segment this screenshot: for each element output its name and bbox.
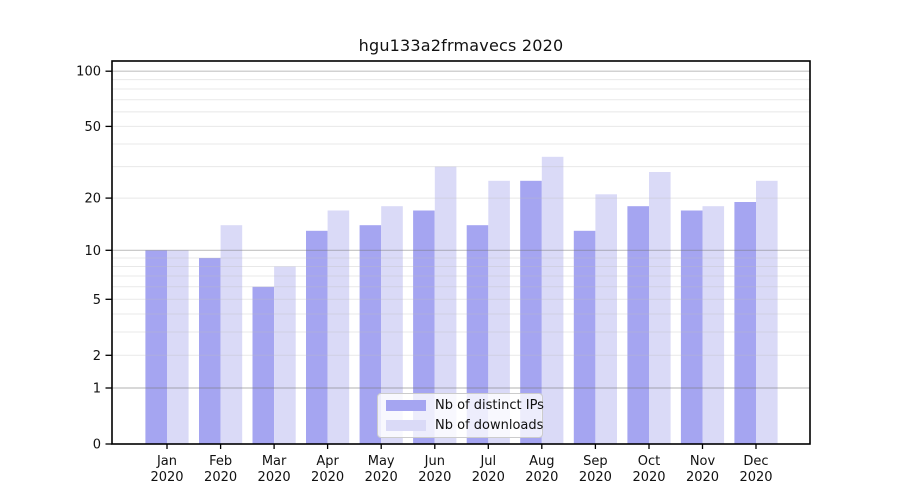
x-tick-label-year: 2020 xyxy=(204,470,237,485)
bar-may-downloads xyxy=(381,206,403,444)
legend-entry-distinct-ips: Nb of distinct IPs xyxy=(386,397,544,414)
bar-jan-downloads xyxy=(167,250,189,444)
x-axis: Jan2020Feb2020Mar2020Apr2020May2020Jun20… xyxy=(150,444,773,485)
y-tick-label: 0 xyxy=(93,438,101,453)
x-tick-label-year: 2020 xyxy=(579,470,612,485)
bar-mar-distinct-ips xyxy=(252,286,275,444)
x-tick-label-month: Feb xyxy=(209,454,232,469)
x-tick-label-month: Oct xyxy=(638,454,660,469)
bar-aug-downloads xyxy=(541,156,564,445)
bar-feb-distinct-ips xyxy=(199,258,221,444)
y-tick-label: 50 xyxy=(84,120,101,135)
x-tick-label-year: 2020 xyxy=(418,470,451,485)
x-tick-label-month: Apr xyxy=(316,454,339,469)
y-tick-label: 10 xyxy=(84,244,101,259)
x-tick-label-year: 2020 xyxy=(739,470,772,485)
y-axis: 0 1 2 5 10 20 50 100 xyxy=(76,65,112,453)
x-tick-label-month: Nov xyxy=(690,454,716,469)
bar-oct-downloads xyxy=(649,172,671,444)
x-tick-label-month: Dec xyxy=(743,454,768,469)
x-tick-label-year: 2020 xyxy=(525,470,558,485)
bars-group xyxy=(145,156,778,445)
legend-label-downloads: Nb of downloads xyxy=(435,418,544,433)
y-tick-label: 20 xyxy=(84,192,101,207)
legend: Nb of distinct IPs Nb of downloads xyxy=(377,393,544,438)
y-tick-label: 2 xyxy=(93,349,101,364)
bar-sep-distinct-ips xyxy=(573,230,596,444)
x-tick-label-year: 2020 xyxy=(472,470,505,485)
x-tick-label-month: Jun xyxy=(424,454,445,469)
bar-aug-distinct-ips xyxy=(520,180,542,445)
legend-swatch-downloads xyxy=(386,420,426,431)
bar-mar-downloads xyxy=(274,266,296,444)
x-tick-label-month: Jan xyxy=(156,454,177,469)
x-tick-label-year: 2020 xyxy=(150,470,183,485)
x-tick-label-month: May xyxy=(368,454,395,469)
bar-jul-distinct-ips xyxy=(466,225,489,444)
x-tick-label-month: Aug xyxy=(529,454,554,469)
bar-nov-distinct-ips xyxy=(680,210,703,444)
bar-feb-downloads xyxy=(220,225,243,444)
x-tick-label-year: 2020 xyxy=(311,470,344,485)
x-tick-label-year: 2020 xyxy=(365,470,398,485)
x-tick-label-year: 2020 xyxy=(632,470,665,485)
x-tick-label-month: Mar xyxy=(262,454,287,469)
bar-jan-distinct-ips xyxy=(145,250,167,444)
bar-dec-distinct-ips xyxy=(734,202,756,444)
bar-sep-downloads xyxy=(595,194,617,444)
bar-jun-distinct-ips xyxy=(413,210,435,444)
bar-jun-downloads xyxy=(434,166,457,444)
bar-nov-downloads xyxy=(702,206,725,444)
y-tick-label: 1 xyxy=(93,382,101,397)
x-tick-label-year: 2020 xyxy=(258,470,291,485)
legend-swatch-distinct-ips xyxy=(386,400,426,411)
y-tick-label: 100 xyxy=(76,65,101,80)
legend-label-distinct-ips: Nb of distinct IPs xyxy=(435,398,544,413)
x-tick-label-month: Sep xyxy=(583,454,608,469)
bar-apr-downloads xyxy=(327,210,350,444)
bar-jul-downloads xyxy=(488,180,510,445)
gridlines-group xyxy=(112,70,810,389)
bar-apr-distinct-ips xyxy=(306,230,328,444)
plot-frame xyxy=(111,60,811,445)
bar-may-distinct-ips xyxy=(359,225,382,444)
x-tick-label-month: Jul xyxy=(479,454,496,469)
y-tick-label: 5 xyxy=(93,293,101,308)
bar-oct-distinct-ips xyxy=(627,206,649,444)
bar-dec-downloads xyxy=(756,180,778,445)
x-tick-label-year: 2020 xyxy=(686,470,719,485)
chart-title: hgu133a2frmavecs 2020 xyxy=(358,36,564,55)
legend-entry-downloads: Nb of downloads xyxy=(386,417,543,434)
